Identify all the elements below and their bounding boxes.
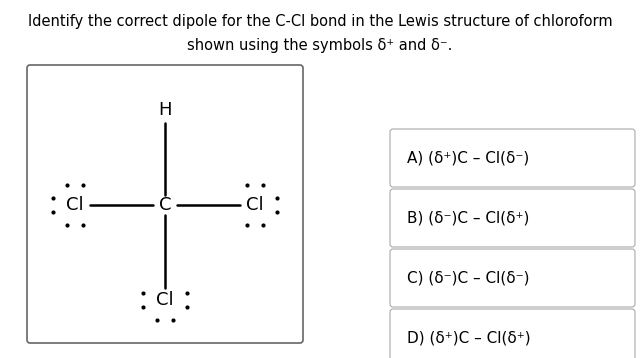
Text: shown using the symbols δ⁺ and δ⁻.: shown using the symbols δ⁺ and δ⁻. — [188, 38, 452, 53]
FancyBboxPatch shape — [390, 249, 635, 307]
FancyBboxPatch shape — [390, 129, 635, 187]
Text: C: C — [159, 196, 172, 214]
Text: Cl: Cl — [246, 196, 264, 214]
Text: B) (δ⁻)C – Cl(δ⁺): B) (δ⁻)C – Cl(δ⁺) — [407, 211, 529, 226]
FancyBboxPatch shape — [390, 189, 635, 247]
Text: A) (δ⁺)C – Cl(δ⁻): A) (δ⁺)C – Cl(δ⁻) — [407, 150, 529, 165]
FancyBboxPatch shape — [27, 65, 303, 343]
Text: Cl: Cl — [156, 291, 174, 309]
Text: Identify the correct dipole for the C-Cl bond in the Lewis structure of chlorofo: Identify the correct dipole for the C-Cl… — [28, 14, 612, 29]
Text: Cl: Cl — [66, 196, 84, 214]
Text: H: H — [158, 101, 172, 119]
FancyBboxPatch shape — [390, 309, 635, 358]
Text: D) (δ⁺)C – Cl(δ⁺): D) (δ⁺)C – Cl(δ⁺) — [407, 330, 531, 345]
Text: C) (δ⁻)C – Cl(δ⁻): C) (δ⁻)C – Cl(δ⁻) — [407, 271, 529, 285]
